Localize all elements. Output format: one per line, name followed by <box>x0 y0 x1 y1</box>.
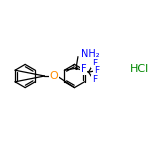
Text: F: F <box>92 59 97 68</box>
Text: F: F <box>81 64 86 74</box>
Text: F: F <box>94 66 99 75</box>
Text: NH₂: NH₂ <box>81 49 99 59</box>
Text: HCl: HCl <box>130 64 149 74</box>
Text: O: O <box>50 71 59 81</box>
Text: F: F <box>92 75 97 84</box>
